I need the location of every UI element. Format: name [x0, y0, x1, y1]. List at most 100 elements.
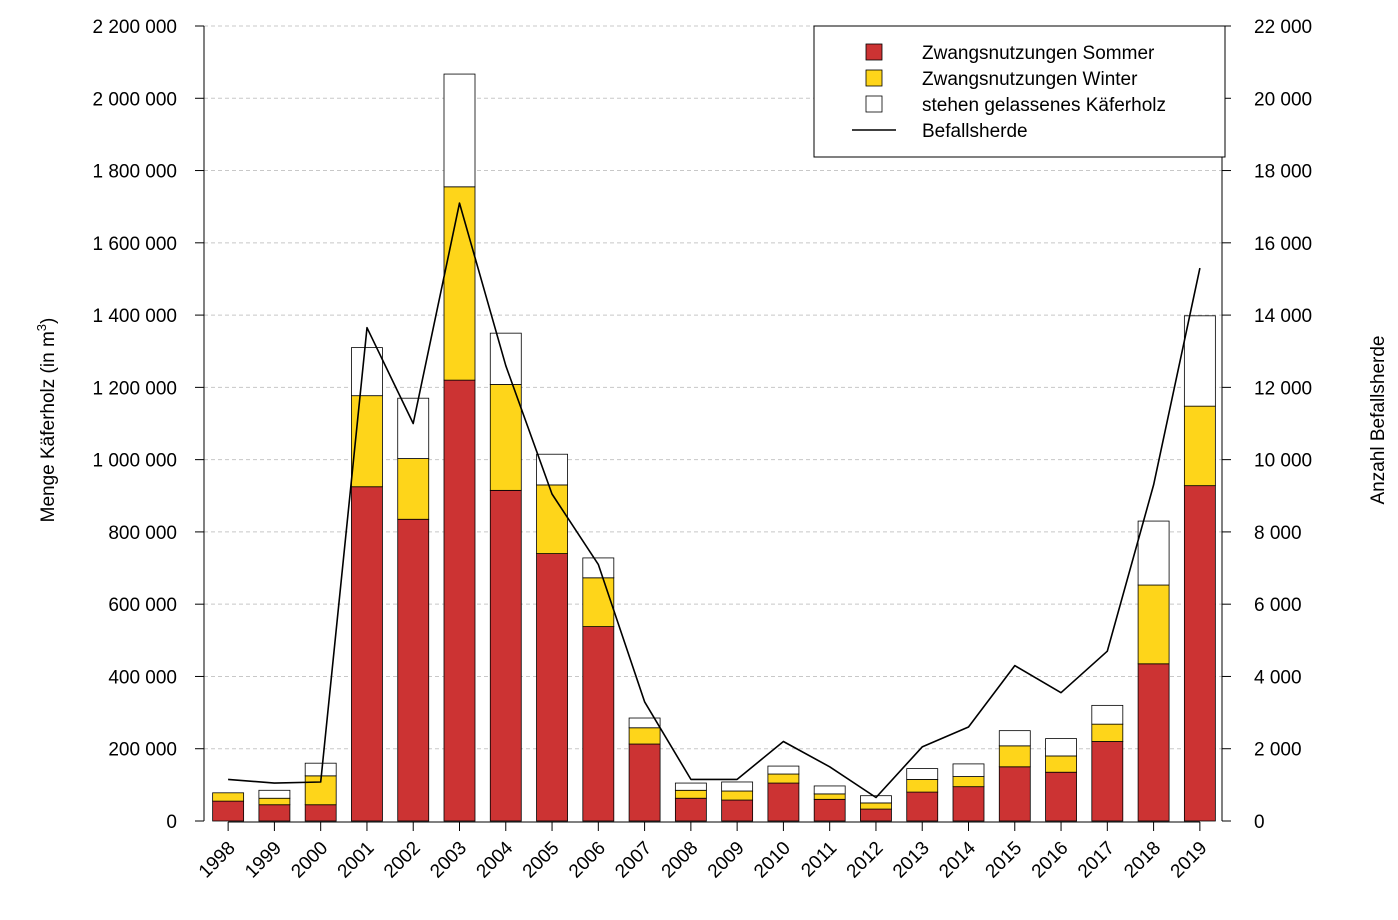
bar-segment-stehen	[1045, 738, 1077, 757]
befallsherde-line	[228, 202, 1201, 799]
bar-segment-stehen	[767, 765, 800, 775]
bar-segment-winter	[397, 458, 430, 520]
x-tick-label: 2017	[1074, 838, 1119, 883]
y2-tick-label: 4 000	[1254, 667, 1302, 688]
bar-segment-winter	[351, 395, 383, 488]
x-tick-label: 2008	[658, 838, 703, 883]
bar-segment-sommer	[1091, 741, 1124, 822]
bar-segment-sommer	[906, 791, 939, 822]
bar-segment-stehen	[536, 453, 568, 486]
legend-label: Zwangsnutzungen Winter	[922, 69, 1138, 90]
y2-tick-label: 22 000	[1254, 17, 1312, 38]
legend-label: Zwangsnutzungen Sommer	[922, 43, 1155, 64]
bar-segment-stehen	[1091, 704, 1124, 725]
bar-segment-sommer	[536, 553, 568, 822]
y-tick-label: 2 200 000	[92, 17, 177, 38]
axes	[203, 26, 1223, 823]
legend-swatch	[865, 69, 883, 87]
bar-segment-winter	[489, 384, 522, 491]
legend-swatch	[865, 95, 883, 113]
y-tick-label: 2 000 000	[92, 89, 177, 110]
x-tick-label: 2002	[380, 838, 425, 883]
bar-segment-stehen	[998, 730, 1031, 747]
bar-segment-stehen	[258, 789, 291, 799]
y2-tick-label: 20 000	[1254, 89, 1312, 110]
bar-segment-sommer	[721, 799, 754, 822]
bar-segment-stehen	[906, 768, 939, 780]
legend-label: stehen gelassenes Käferholz	[922, 95, 1166, 116]
bar-segment-winter	[721, 790, 754, 801]
y2-tick-label: 18 000	[1254, 162, 1312, 183]
bar-segment-stehen	[1183, 315, 1216, 407]
y-tick-label: 400 000	[108, 667, 177, 688]
x-tick-label: 2005	[519, 838, 564, 883]
bar-segment-sommer	[582, 626, 615, 822]
line-series	[228, 202, 1201, 799]
bar-segment-winter	[628, 727, 661, 745]
y-tick-label: 1 200 000	[92, 378, 177, 399]
bar-segment-sommer	[998, 766, 1031, 822]
x-tick-label: 2007	[611, 838, 656, 883]
y2-tick-label: 8 000	[1254, 523, 1302, 544]
legend-swatch	[865, 43, 883, 61]
x-tick-label: 2019	[1167, 838, 1212, 883]
bar-segment-stehen	[582, 557, 615, 579]
bar-segment-stehen	[1137, 520, 1170, 586]
y2-tick-label: 0	[1254, 812, 1265, 833]
x-tick-label: 2001	[334, 838, 379, 883]
bar-segment-sommer	[1183, 485, 1216, 822]
bar-segment-stehen	[443, 73, 476, 188]
legend-label: Befallsherde	[922, 121, 1028, 142]
bar-segment-sommer	[351, 486, 383, 822]
bar-segment-winter	[536, 484, 568, 554]
y2-tick-label: 6 000	[1254, 595, 1302, 616]
bar-segment-sommer	[212, 800, 245, 822]
bar-segment-sommer	[304, 804, 337, 822]
bar-segment-stehen	[628, 717, 661, 729]
bar-segment-stehen	[952, 763, 985, 777]
x-axis-ticks: 1998 1999 2000 2001 2002 2003 2004 2005 2006 2007…	[195, 822, 1211, 882]
bar-segment-sommer	[813, 798, 846, 822]
bars	[212, 73, 1216, 822]
x-tick-label: 2013	[889, 838, 934, 883]
bar-segment-sommer	[1045, 771, 1077, 822]
y-tick-label: 200 000	[108, 740, 177, 761]
y-tick-label: 0	[166, 812, 177, 833]
bar-segment-winter	[952, 776, 985, 788]
x-tick-label: 2000	[287, 838, 332, 883]
bar-segment-sommer	[674, 797, 707, 822]
x-tick-label: 2011	[797, 838, 841, 882]
bar-segment-winter	[860, 802, 892, 810]
y-axis-title: Menge Käferholz (in m3)	[34, 318, 59, 523]
bar-segment-sommer	[952, 786, 985, 822]
bar-segment-stehen	[351, 347, 383, 397]
bar-segment-sommer	[860, 808, 892, 822]
bar-segment-stehen	[860, 795, 892, 804]
bar-segment-winter	[582, 577, 615, 627]
y-tick-label: 1 400 000	[92, 306, 177, 327]
x-tick-label: 2009	[704, 838, 749, 883]
x-tick-label: 2015	[982, 838, 1027, 883]
y2-tick-label: 12 000	[1254, 378, 1312, 399]
bar-segment-stehen	[489, 332, 522, 385]
bar-segment-winter	[1137, 584, 1170, 665]
bar-segment-stehen	[721, 781, 754, 792]
y2-axis-title: Anzahl Befallsherde	[1368, 336, 1389, 505]
y2-tick-label: 14 000	[1254, 306, 1312, 327]
bar-segment-winter	[998, 745, 1031, 768]
x-tick-label: 2012	[843, 838, 888, 883]
y-tick-label: 1 600 000	[92, 234, 177, 255]
bar-segment-winter	[906, 779, 939, 793]
bar-segment-winter	[1091, 723, 1124, 742]
bar-segment-sommer	[397, 518, 430, 822]
x-tick-label: 1998	[195, 838, 240, 883]
y-tick-label: 1 000 000	[92, 451, 177, 472]
bar-segment-sommer	[628, 743, 661, 822]
legend-box	[813, 25, 1226, 158]
right-axis-ticks: 0 2 000 4 000 6 000 8 000 10 000 12 000 14 000 1…	[1222, 17, 1312, 833]
bar-segment-winter	[443, 186, 476, 381]
y2-tick-label: 2 000	[1254, 740, 1302, 761]
bar-segment-stehen	[304, 762, 337, 777]
bar-segment-winter	[1183, 405, 1216, 487]
y2-tick-label: 10 000	[1254, 451, 1312, 472]
